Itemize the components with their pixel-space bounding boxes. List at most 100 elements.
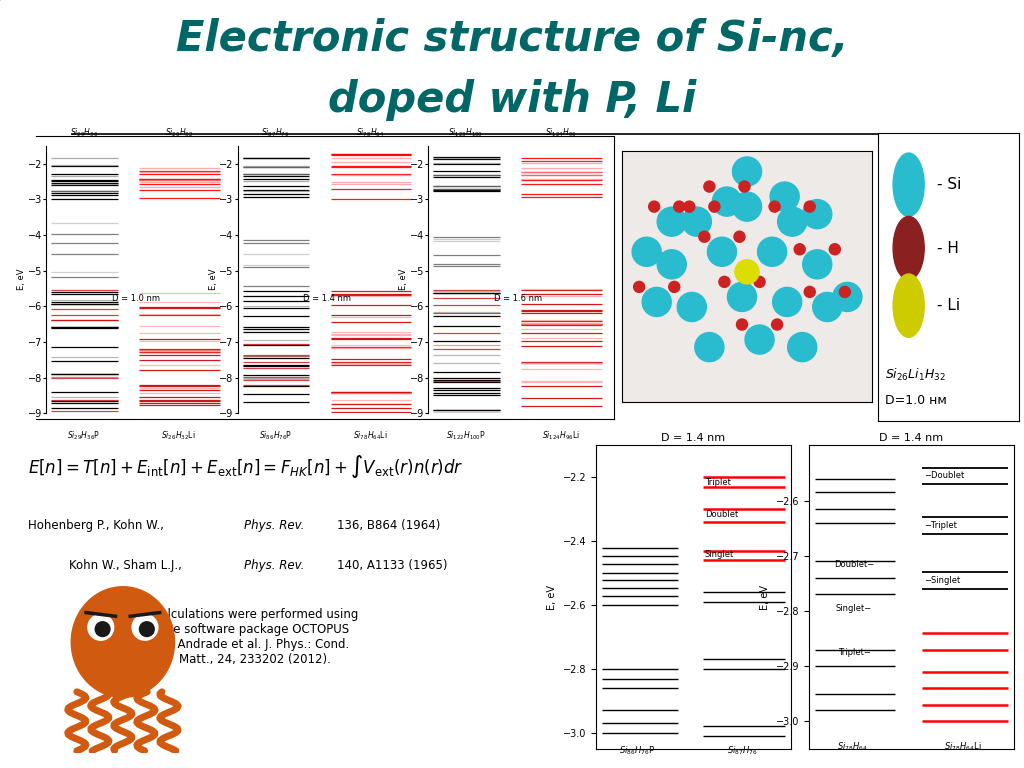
Text: $Si_{78}H_{64}$: $Si_{78}H_{64}$ [356, 127, 384, 139]
Circle shape [795, 243, 805, 255]
Circle shape [713, 187, 741, 216]
Text: $Si_{123}H_{100}$: $Si_{123}H_{100}$ [449, 127, 483, 139]
Circle shape [682, 207, 712, 237]
Circle shape [769, 201, 780, 212]
Circle shape [739, 181, 750, 192]
Circle shape [804, 201, 815, 212]
Text: Triplet−: Triplet− [838, 647, 870, 657]
Text: $Si_{29}H_{36}$: $Si_{29}H_{36}$ [70, 127, 98, 139]
Circle shape [132, 614, 158, 641]
Circle shape [777, 207, 807, 237]
Circle shape [736, 319, 748, 330]
Circle shape [813, 293, 842, 322]
Text: $Si_{78}H_{64}$Li: $Si_{78}H_{64}$Li [944, 740, 981, 753]
Text: Singlet−: Singlet− [836, 604, 872, 613]
Text: −Singlet: −Singlet [924, 576, 959, 585]
Circle shape [139, 622, 155, 637]
Polygon shape [72, 587, 174, 697]
Text: $Si_{124}H_{96}$: $Si_{124}H_{96}$ [545, 127, 577, 139]
Text: D = 1.6 nm: D = 1.6 nm [494, 294, 542, 303]
Circle shape [698, 231, 710, 242]
Circle shape [745, 325, 774, 354]
Y-axis label: E, eV: E, eV [209, 269, 218, 290]
Circle shape [88, 614, 114, 641]
Title: D = 1.4 nm: D = 1.4 nm [662, 433, 725, 443]
Text: $Si_{87}H_{76}$: $Si_{87}H_{76}$ [261, 127, 290, 139]
Circle shape [648, 201, 659, 212]
Text: - H: - H [937, 240, 958, 256]
Text: −Doublet: −Doublet [924, 472, 964, 480]
Circle shape [803, 250, 831, 279]
Text: $Si_{78}H_{64}$: $Si_{78}H_{64}$ [837, 740, 867, 753]
Text: $Si_{78}H_{64}$Li: $Si_{78}H_{64}$Li [353, 429, 387, 442]
Text: - Li: - Li [937, 298, 961, 313]
Circle shape [732, 192, 762, 221]
Text: Electronic structure of Si-nc,: Electronic structure of Si-nc, [176, 18, 848, 60]
Text: $Si_{29}H_{36}$P: $Si_{29}H_{36}$P [68, 429, 100, 442]
Circle shape [840, 286, 850, 297]
Text: $Si_{122}H_{100}$P: $Si_{122}H_{100}$P [445, 429, 485, 442]
Text: 136, B864 (1964): 136, B864 (1964) [337, 519, 440, 532]
Circle shape [657, 207, 686, 237]
Circle shape [695, 333, 724, 362]
Circle shape [734, 231, 745, 242]
Text: Doublet−: Doublet− [834, 560, 874, 568]
Text: −Triplet: −Triplet [924, 521, 956, 530]
Circle shape [632, 237, 662, 266]
Text: Phys. Rev.: Phys. Rev. [244, 519, 304, 532]
Text: Phys. Rev.: Phys. Rev. [244, 559, 304, 572]
Text: D=1.0 нм: D=1.0 нм [885, 394, 946, 407]
Text: 140, A1133 (1965): 140, A1133 (1965) [337, 559, 447, 572]
Circle shape [833, 283, 862, 312]
Circle shape [893, 153, 925, 217]
Text: Kohn W., Sham L.J.,: Kohn W., Sham L.J., [69, 559, 185, 572]
Circle shape [634, 281, 645, 293]
Text: Calculations were performed using
the software package OCTOPUS
X. Andrade et al.: Calculations were performed using the so… [153, 608, 358, 667]
Circle shape [735, 260, 759, 284]
Circle shape [787, 333, 817, 362]
Circle shape [772, 319, 782, 330]
Circle shape [893, 274, 925, 337]
Circle shape [732, 157, 762, 186]
Circle shape [803, 200, 831, 229]
Circle shape [709, 201, 720, 212]
Text: $Si_{26}H_{32}$Li: $Si_{26}H_{32}$Li [162, 429, 196, 442]
Text: $Si_{86}H_{76}$P: $Si_{86}H_{76}$P [618, 744, 655, 756]
Circle shape [770, 182, 799, 211]
Circle shape [674, 201, 685, 212]
Circle shape [804, 286, 815, 297]
Text: Triplet: Triplet [705, 478, 731, 487]
Text: - Si: - Si [937, 177, 962, 192]
Circle shape [719, 276, 730, 287]
Text: doped with P, Li: doped with P, Li [328, 78, 696, 121]
Circle shape [708, 237, 736, 266]
Text: $Si_{26}Li_1H_{32}$: $Si_{26}Li_1H_{32}$ [885, 367, 945, 382]
Circle shape [684, 201, 695, 212]
Y-axis label: E, eV: E, eV [760, 584, 770, 610]
Circle shape [772, 287, 802, 316]
Text: $Si_{124}H_{96}$Li: $Si_{124}H_{96}$Li [542, 429, 580, 442]
Circle shape [829, 243, 841, 255]
Circle shape [95, 622, 110, 637]
Circle shape [677, 293, 707, 322]
Circle shape [657, 250, 686, 279]
Text: $Si_{87}H_{76}$: $Si_{87}H_{76}$ [727, 744, 757, 756]
Y-axis label: E, eV: E, eV [547, 584, 557, 610]
Text: $Si_{86}H_{76}$P: $Si_{86}H_{76}$P [259, 429, 292, 442]
Circle shape [727, 283, 757, 312]
Text: $Si_{26}H_{32}$: $Si_{26}H_{32}$ [165, 127, 193, 139]
Text: D = 1.0 nm: D = 1.0 nm [112, 294, 160, 303]
Circle shape [758, 237, 786, 266]
Y-axis label: E, eV: E, eV [399, 269, 409, 290]
Y-axis label: E, eV: E, eV [17, 269, 27, 290]
Text: D = 1.4 nm: D = 1.4 nm [303, 294, 351, 303]
Title: D = 1.4 nm: D = 1.4 nm [880, 433, 943, 443]
Text: Singlet: Singlet [705, 550, 734, 558]
Circle shape [754, 276, 765, 287]
Circle shape [893, 217, 925, 280]
Circle shape [669, 281, 680, 293]
Text: Doublet: Doublet [705, 510, 738, 518]
Text: Hohenberg P., Kohn W.,: Hohenberg P., Kohn W., [28, 519, 167, 532]
Circle shape [703, 181, 715, 192]
Text: $E\left[n\right]=T\left[n\right]+E_{\rm int}\left[n\right]+E_{\rm ext}\left[n\ri: $E\left[n\right]=T\left[n\right]+E_{\rm … [28, 453, 463, 480]
